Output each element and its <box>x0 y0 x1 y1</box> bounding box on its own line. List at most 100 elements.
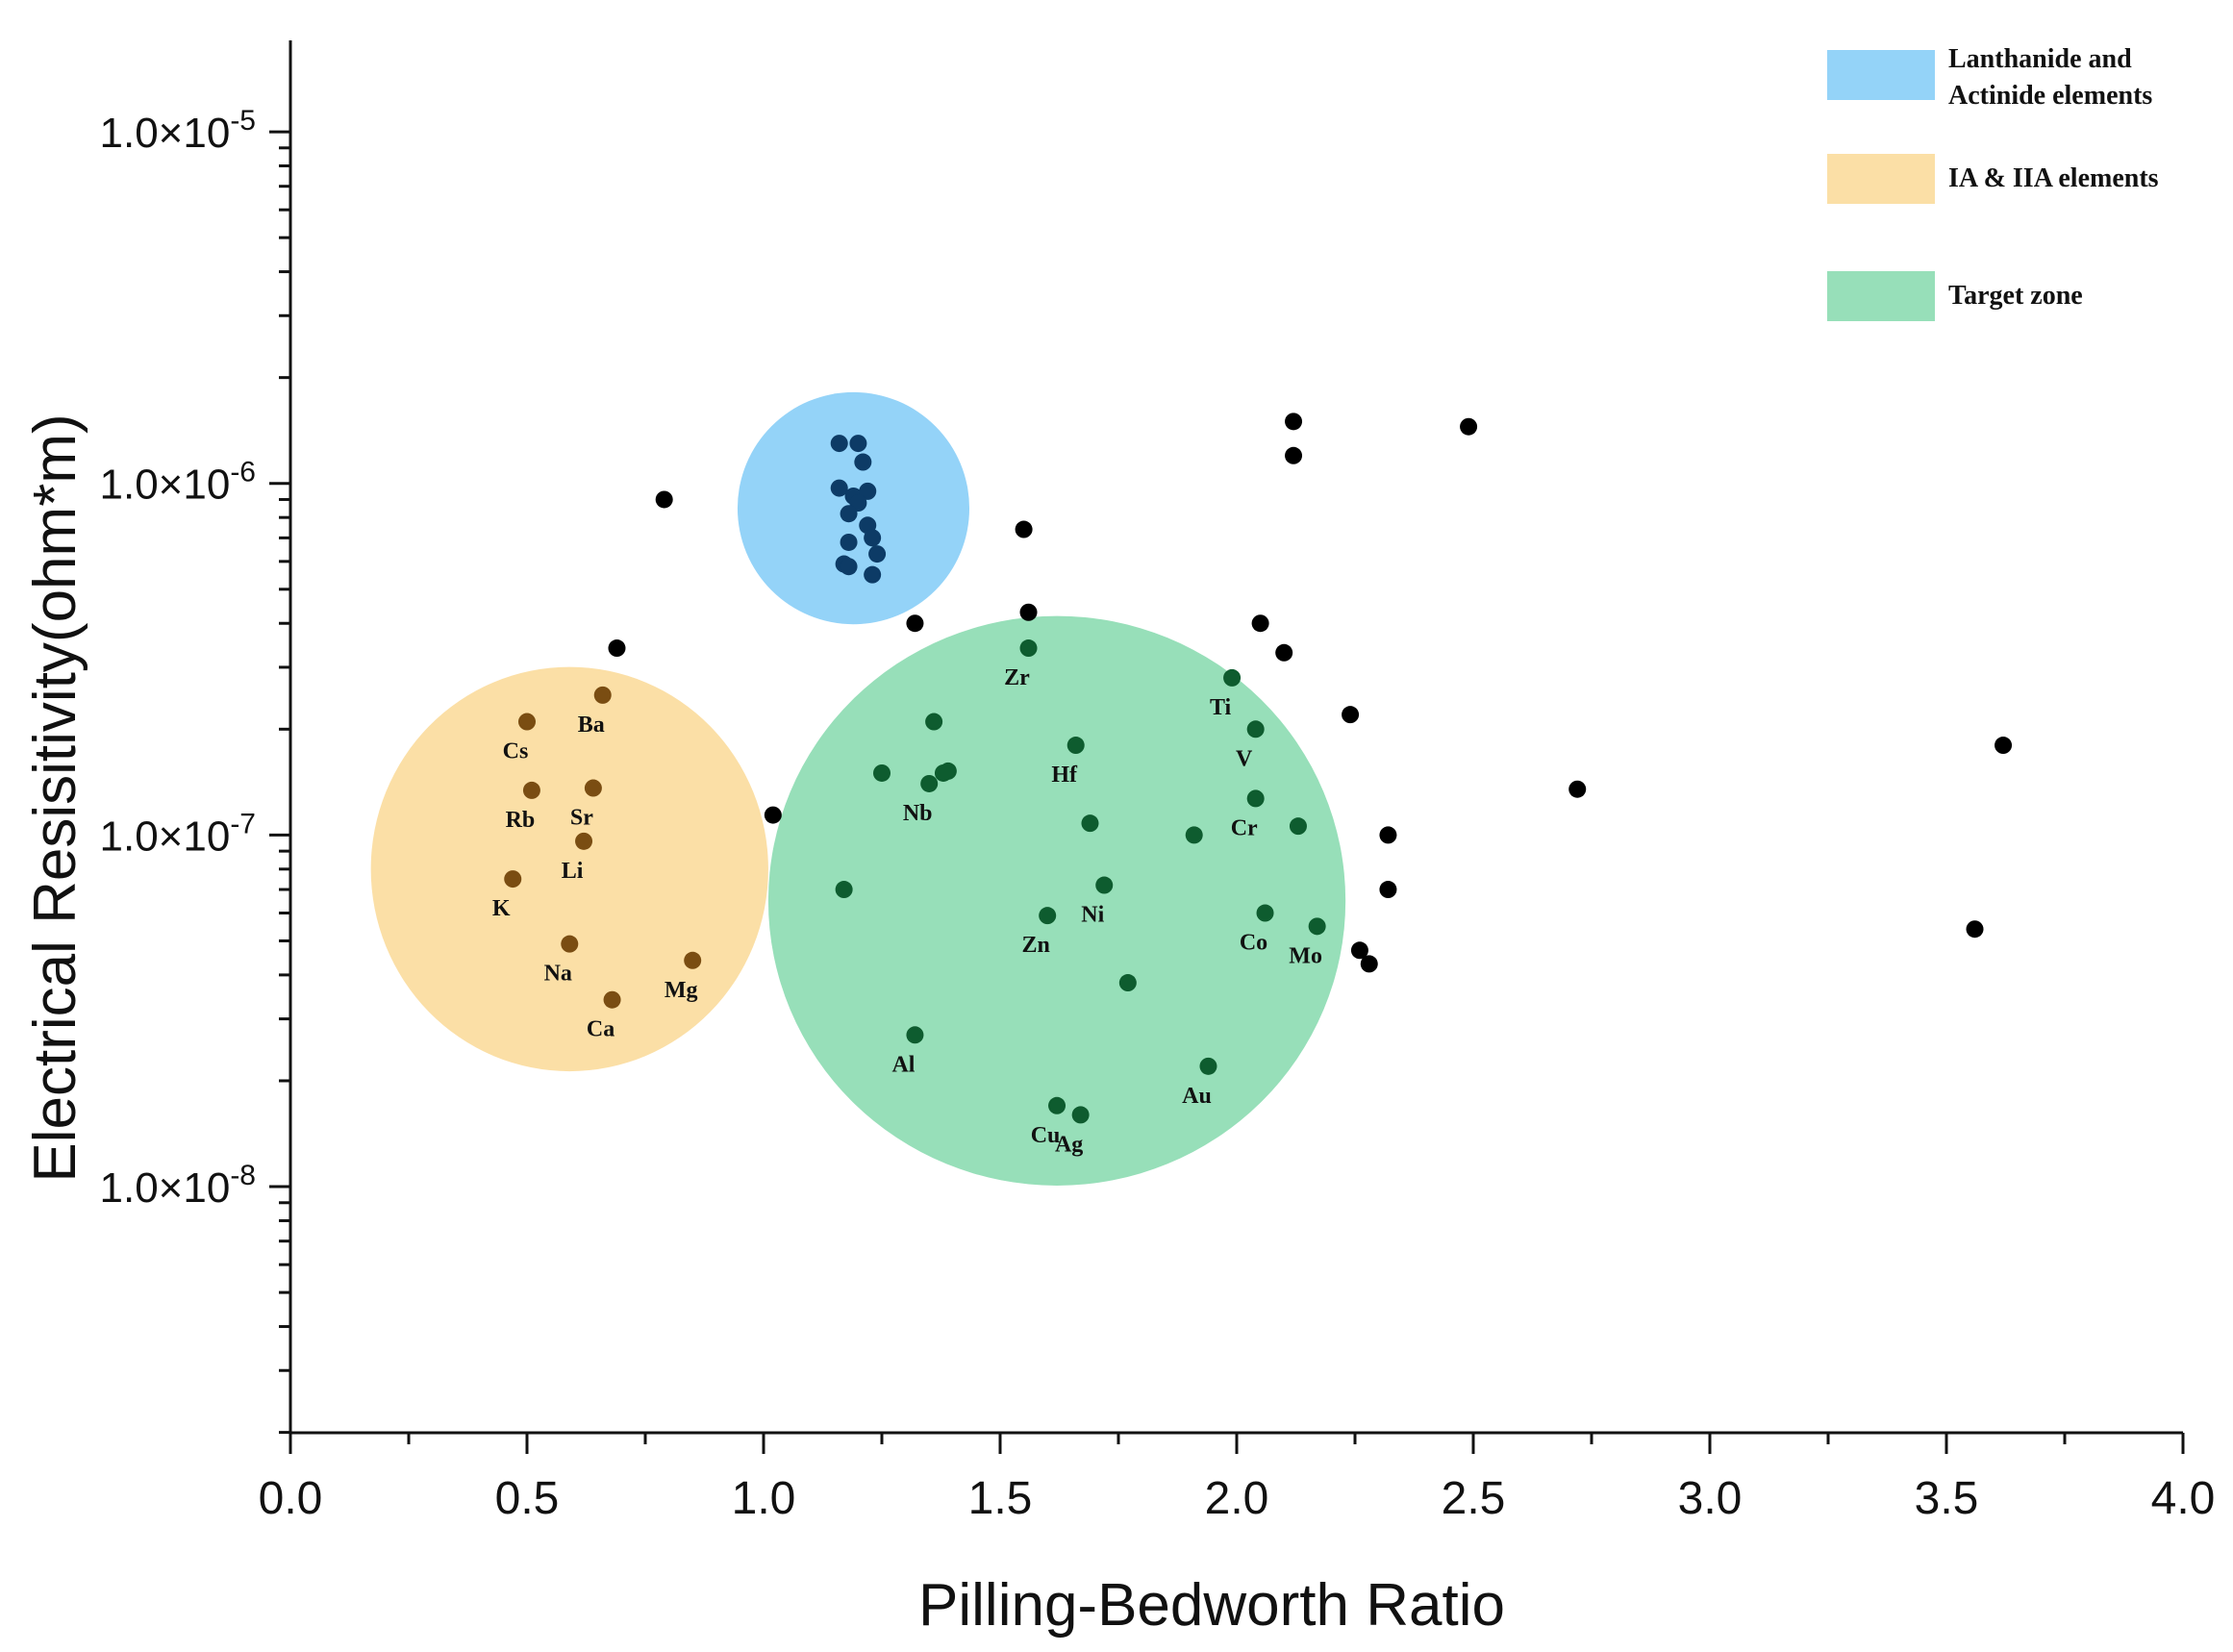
data-point <box>1285 413 1303 431</box>
data-point <box>1966 920 1984 939</box>
point-label: Ba <box>578 713 605 738</box>
data-point <box>1071 1106 1090 1124</box>
data-point <box>864 565 882 584</box>
data-point <box>868 545 887 563</box>
point-label: Rb <box>506 808 536 833</box>
x-tick-label: 1.0 <box>732 1473 796 1524</box>
point-label: Ag <box>1055 1132 1083 1157</box>
x-tick-label: 3.5 <box>1915 1473 1979 1524</box>
data-point <box>1223 668 1242 687</box>
data-point <box>504 870 522 889</box>
point-label: Ni <box>1081 903 1104 928</box>
data-point <box>1095 876 1114 894</box>
x-axis-label: Pilling-Bedworth Ratio <box>918 1572 1505 1639</box>
point-labels-layer: Ba Cs Rb Sr Li K Na Mg Ca Zr Nb Hf Ti V Cr Ni Zn Co Mo Al Au… <box>492 665 1322 1157</box>
x-tick-label: 0.0 <box>259 1473 323 1524</box>
point-label: Na <box>544 962 572 987</box>
data-point <box>684 951 702 969</box>
data-point <box>1350 941 1368 960</box>
legend-swatch <box>1827 154 1935 204</box>
data-point <box>522 781 540 799</box>
data-point <box>1118 974 1137 992</box>
data-point <box>920 774 939 792</box>
point-label: Mo <box>1289 943 1322 968</box>
y-ticks: 1.0×10-5 1.0×10-6 1.0×10-7 1.0×10-8 <box>100 105 290 1435</box>
point-label: Sr <box>570 806 593 831</box>
data-point <box>1019 603 1038 621</box>
data-point <box>603 990 621 1009</box>
point-label: Au <box>1182 1084 1212 1109</box>
data-point <box>1039 907 1057 925</box>
x-tick-label: 0.5 <box>495 1473 560 1524</box>
x-tick-label: 2.0 <box>1205 1473 1269 1524</box>
point-label: Hf <box>1051 763 1078 788</box>
data-point <box>608 639 626 658</box>
data-point <box>1360 955 1378 973</box>
y-axis-label: Electrical Resisitivity(ohm*m) <box>22 413 88 1182</box>
data-point <box>1342 706 1360 724</box>
data-point <box>840 505 858 523</box>
data-point <box>1285 446 1303 464</box>
point-label: Ti <box>1210 695 1232 720</box>
point-label: Cs <box>503 739 529 764</box>
data-point <box>1995 737 2013 755</box>
legend-swatch <box>1827 271 1935 321</box>
data-point <box>925 713 943 731</box>
data-point <box>1066 737 1085 755</box>
point-label: Zr <box>1004 665 1030 690</box>
x-tick-label: 1.5 <box>968 1473 1033 1524</box>
data-point <box>939 762 957 780</box>
data-point <box>1081 814 1099 833</box>
data-point <box>764 806 782 824</box>
point-label: Li <box>562 859 584 884</box>
y-tick-label: 1.0×10-6 <box>100 457 257 509</box>
data-point <box>593 686 612 704</box>
point-label: Cr <box>1231 815 1258 840</box>
y-tick-label: 1.0×10-5 <box>100 105 257 157</box>
legend-label: IA & IIA elements <box>1948 163 2159 193</box>
data-point <box>830 435 848 453</box>
data-point <box>584 779 602 797</box>
legend-swatch <box>1827 50 1935 100</box>
data-point <box>518 713 536 731</box>
data-point <box>854 453 872 471</box>
data-point <box>1246 789 1265 808</box>
data-point <box>906 1026 924 1044</box>
data-point <box>835 881 853 899</box>
data-point <box>1460 417 1478 436</box>
y-tick-label: 1.0×10-7 <box>100 808 257 860</box>
data-point <box>561 935 579 953</box>
data-point <box>859 482 877 500</box>
data-point <box>1275 643 1293 662</box>
zone-1 <box>370 666 768 1072</box>
data-point <box>864 529 882 547</box>
point-label: V <box>1236 746 1253 771</box>
data-point <box>1289 817 1307 836</box>
data-point <box>1019 639 1038 658</box>
data-point <box>873 763 891 782</box>
data-point <box>840 533 858 551</box>
data-point <box>1568 780 1587 798</box>
data-point <box>1246 720 1265 738</box>
point-label: Co <box>1240 931 1267 956</box>
data-point <box>1379 826 1397 844</box>
point-label: Zn <box>1022 933 1050 958</box>
y-tick-label: 1.0×10-8 <box>100 1160 257 1212</box>
data-point <box>1199 1057 1217 1075</box>
data-point <box>1379 881 1397 899</box>
data-point <box>1015 520 1033 538</box>
point-label: Al <box>891 1052 915 1077</box>
x-ticks: 0.0 0.5 1.0 1.5 2.0 2.5 3.0 3.5 4.0 <box>259 1433 2216 1524</box>
data-point <box>575 832 593 850</box>
x-tick-label: 4.0 <box>2151 1473 2216 1524</box>
data-point <box>830 479 848 497</box>
point-label: Cu <box>1031 1123 1061 1148</box>
data-point <box>655 490 673 509</box>
data-point <box>849 435 867 453</box>
point-label: Mg <box>665 978 698 1003</box>
legend-label: Target zone <box>1948 281 2083 311</box>
points-layer <box>504 413 2013 1124</box>
data-point <box>906 614 924 633</box>
data-point <box>1185 826 1203 844</box>
